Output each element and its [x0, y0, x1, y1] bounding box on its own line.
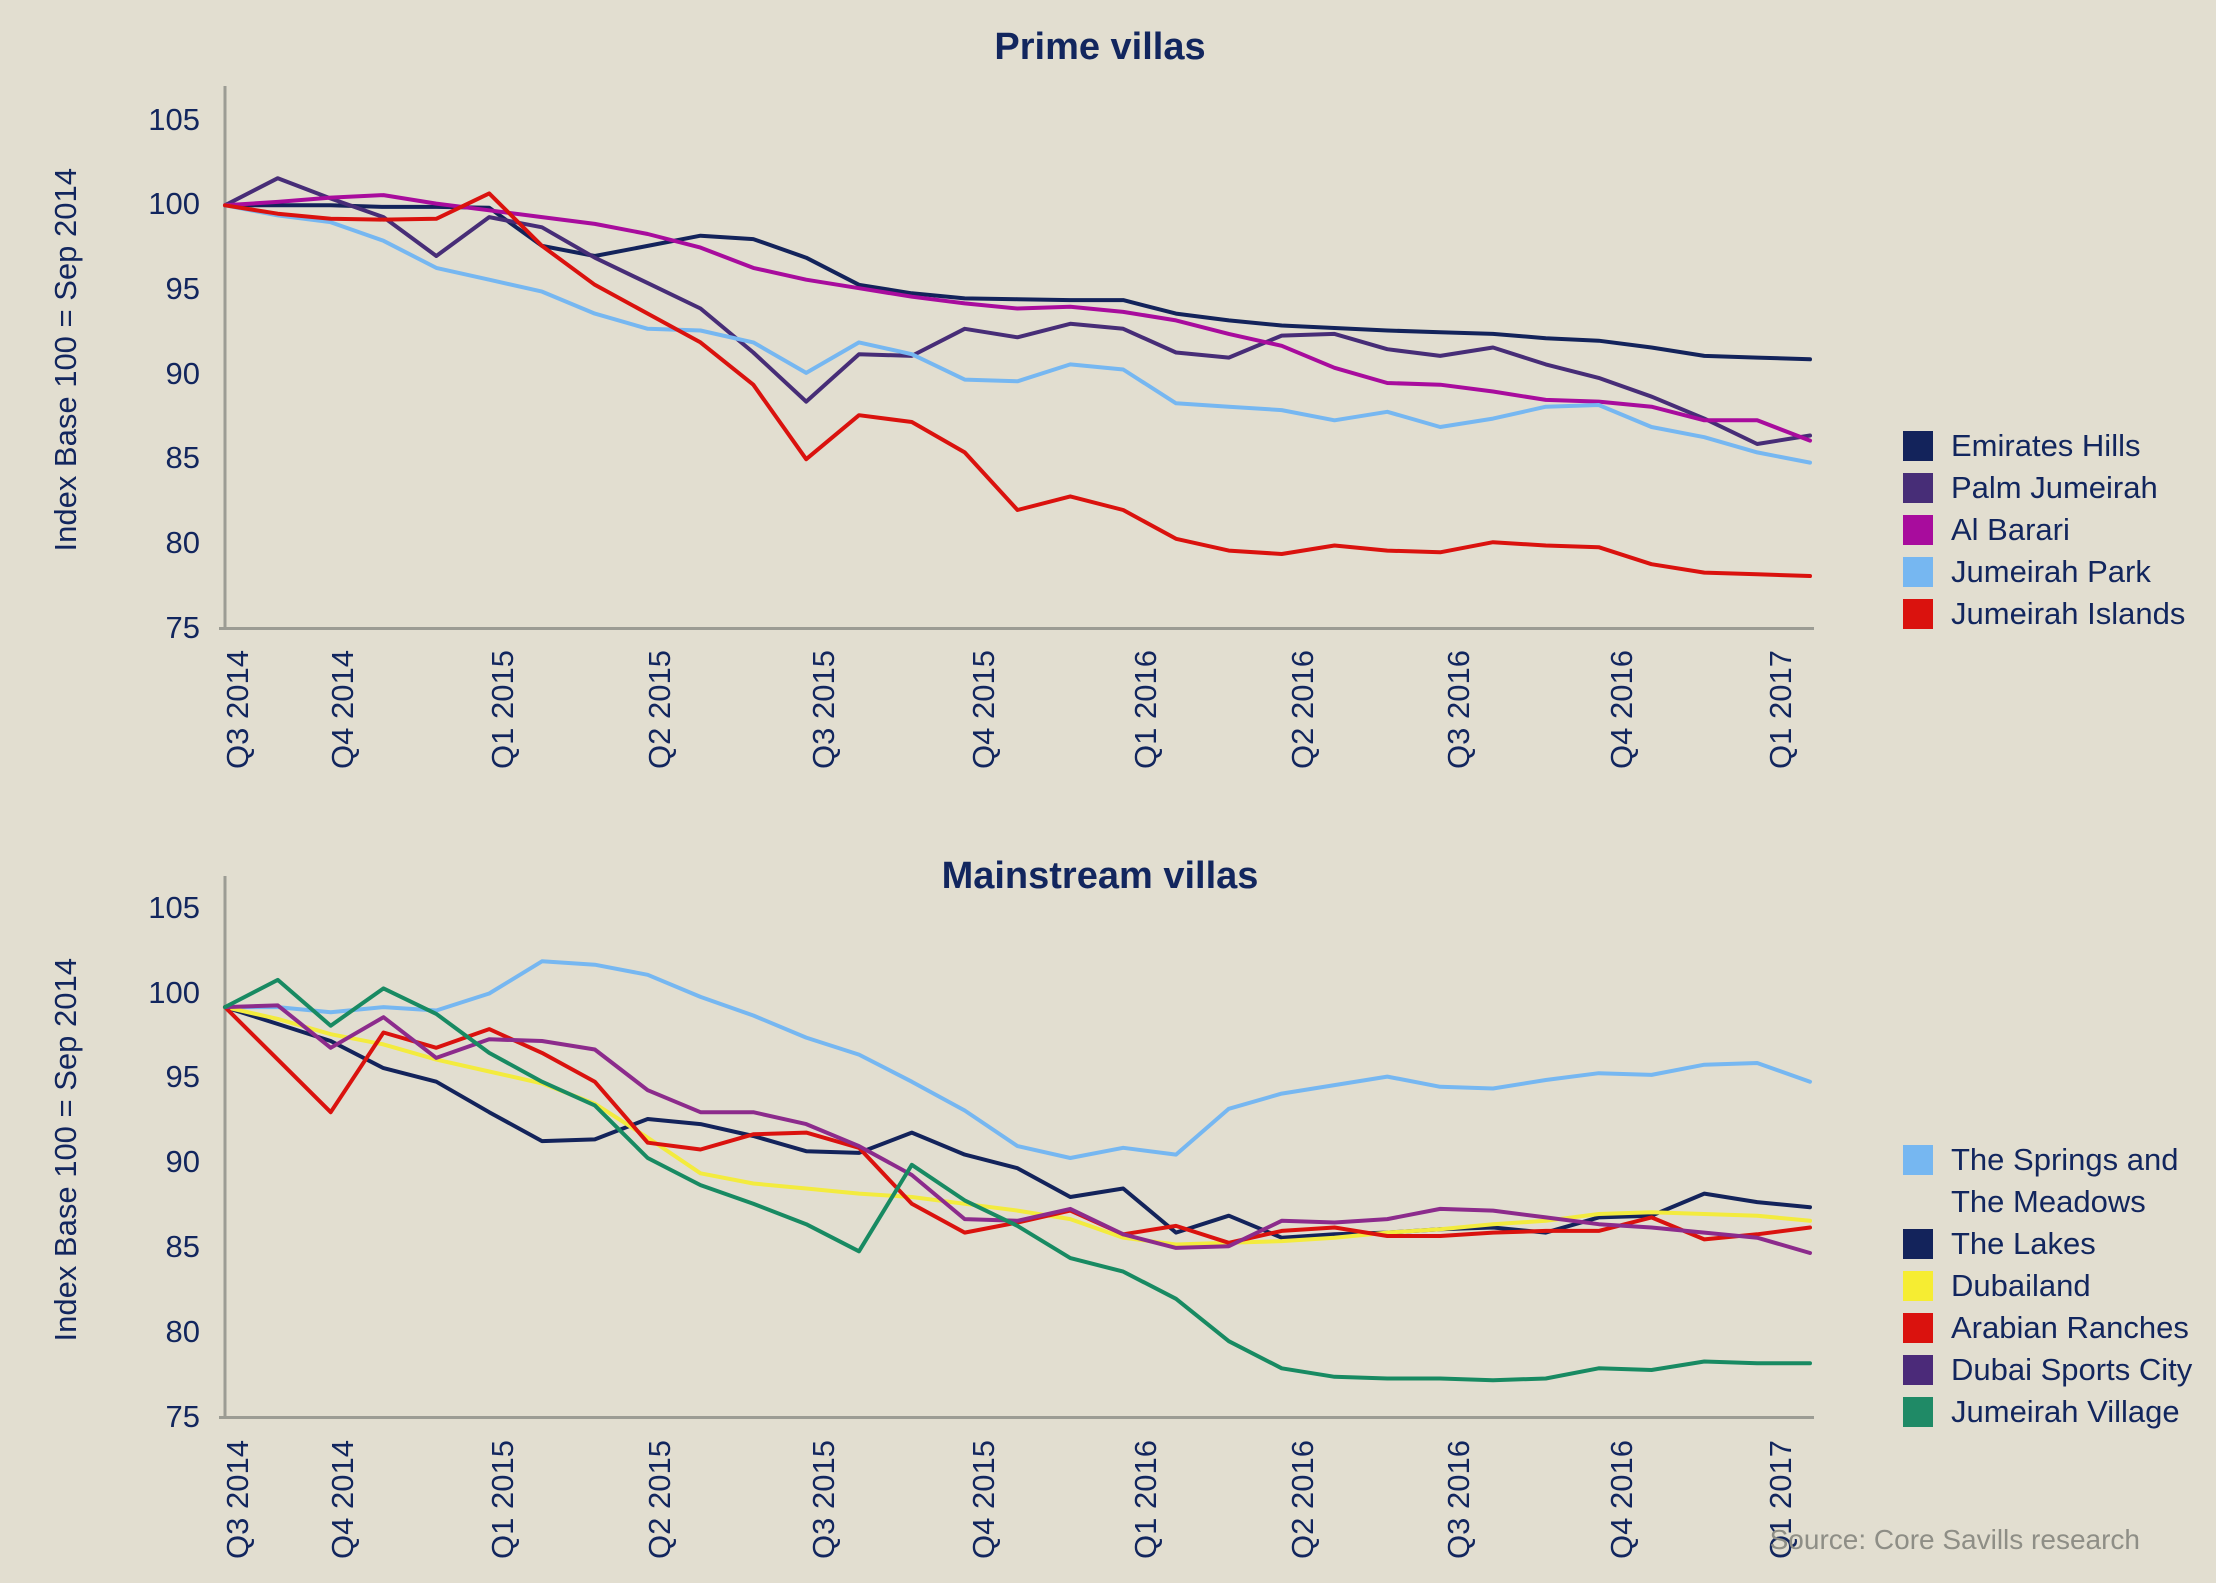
x-tick-label: Q4 2015: [966, 1440, 1001, 1559]
legend-label: The Springs and: [1951, 1142, 2179, 1177]
mainstream-villas-title: Mainstream villas: [941, 855, 1259, 897]
x-tick-label: Q2 2015: [642, 650, 677, 769]
y-tick-label: 80: [165, 1313, 200, 1349]
legend-label: Dubailand: [1951, 1268, 2091, 1303]
y-tick-label: 85: [165, 1228, 200, 1264]
x-tick-label: Q3 2014: [220, 650, 255, 769]
source-note: Source: Core Savills research: [1769, 1524, 2140, 1555]
legend-label: Dubai Sports City: [1951, 1352, 2193, 1387]
series-line-jumeirah-park: [223, 203, 1812, 465]
legend-swatch: [1903, 1355, 1933, 1385]
x-tick-label: Q1 2015: [485, 1440, 520, 1559]
y-tick-label: 95: [165, 1059, 200, 1095]
legend-item-dubai-sports-city: Dubai Sports City: [1903, 1350, 2192, 1392]
legend-item-jumeirah-islands: Jumeirah Islands: [1903, 594, 2185, 636]
legend-swatch: [1903, 431, 1933, 461]
legend-swatch: [1903, 515, 1933, 545]
prime-legend: Emirates Hills Palm Jumeirah Al Barari Jume…: [1903, 426, 2185, 636]
series-line-dubailand: [223, 1005, 1812, 1247]
prime-y-axis-label: Index Base 100 = Sep 2014: [48, 168, 83, 552]
y-tick-label: 75: [165, 1398, 200, 1434]
legend-label: Palm Jumeirah: [1951, 470, 2158, 505]
legend-item-emirates-hills: Emirates Hills: [1903, 426, 2185, 468]
mainstream-legend: The Springs and The Meadows The Lakes Dubai…: [1903, 1140, 2192, 1434]
x-tick-label: Q2 2016: [1285, 650, 1320, 769]
x-tick-label: Q4 2015: [966, 650, 1001, 769]
legend-item-the-lakes: The Lakes: [1903, 1224, 2192, 1266]
y-tick-label: 80: [165, 524, 200, 560]
x-tick-label: Q2 2015: [642, 1440, 677, 1559]
x-tick-label: Q1 2015: [485, 650, 520, 769]
y-tick-label: 85: [165, 440, 200, 476]
series-line-jumeirah-village: [223, 977, 1812, 1383]
legend-label: The Meadows: [1951, 1184, 2146, 1219]
y-tick-label: 95: [165, 270, 200, 306]
y-tick-label: 75: [165, 609, 200, 645]
series-line-the-lakes: [223, 1005, 1812, 1240]
x-tick-label: Q3 2016: [1441, 650, 1476, 769]
series-line-jumeirah-islands: [223, 191, 1812, 578]
legend-label: Jumeirah Village: [1951, 1394, 2180, 1429]
legend-label: Arabian Ranches: [1951, 1310, 2189, 1345]
legend-item-jumeirah-village: Jumeirah Village: [1903, 1392, 2192, 1434]
y-tick-label: 100: [148, 186, 200, 222]
legend-item-dubailand: Dubailand: [1903, 1266, 2192, 1308]
x-tick-label: Q4 2014: [325, 1440, 360, 1559]
x-tick-label: Q3 2016: [1441, 1440, 1476, 1559]
series-line-the-springs-and-the-meadows: [223, 959, 1812, 1160]
legend-label: The Lakes: [1951, 1226, 2096, 1261]
x-tick-label: Q2 2016: [1285, 1440, 1320, 1559]
legend-swatch: [1903, 1397, 1933, 1427]
x-tick-label: Q1 2016: [1128, 650, 1163, 769]
legend-item-al-barari: Al Barari: [1903, 510, 2185, 552]
x-tick-label: Q3 2014: [220, 1440, 255, 1559]
legend-item-palm-jumeirah: Palm Jumeirah: [1903, 468, 2185, 510]
legend-swatch: [1903, 557, 1933, 587]
legend-swatch: [1903, 1145, 1933, 1175]
legend-item-arabian-ranches: Arabian Ranches: [1903, 1308, 2192, 1350]
prime-villas-title: Prime villas: [994, 26, 1206, 68]
legend-swatch: [1903, 599, 1933, 629]
legend-swatch: [1903, 1313, 1933, 1343]
legend-swatch: [1903, 1271, 1933, 1301]
y-tick-label: 90: [165, 1144, 200, 1180]
legend-label: Emirates Hills: [1951, 428, 2141, 463]
x-tick-label: Q1 2016: [1128, 1440, 1163, 1559]
x-tick-label: Q4 2014: [325, 650, 360, 769]
y-tick-label: 100: [148, 974, 200, 1010]
y-tick-label: 105: [148, 889, 200, 925]
x-tick-label: Q3 2015: [806, 650, 841, 769]
series-line-al-barari: [223, 193, 1812, 443]
x-tick-label: Q4 2016: [1604, 650, 1639, 769]
legend-item-the-springs-and-the-meadows: The Springs and: [1903, 1140, 2192, 1182]
y-tick-label: 105: [148, 101, 200, 137]
legend-swatch: [1903, 473, 1933, 503]
x-tick-label: Q1 2017: [1763, 650, 1798, 769]
series-line-arabian-ranches: [223, 1005, 1812, 1245]
mainstream-y-axis-label: Index Base 100 = Sep 2014: [48, 958, 83, 1342]
y-tick-label: 90: [165, 355, 200, 391]
legend-item-jumeirah-park: Jumeirah Park: [1903, 552, 2185, 594]
series-line-palm-jumeirah: [223, 176, 1812, 446]
legend-label: Al Barari: [1951, 512, 2070, 547]
x-tick-label: Q3 2015: [806, 1440, 841, 1559]
legend-label: Jumeirah Park: [1951, 554, 2151, 589]
series-line-dubai-sports-city: [223, 1003, 1812, 1255]
series-line-emirates-hills: [223, 203, 1812, 362]
legend-swatch: [1903, 1229, 1933, 1259]
legend-label: Jumeirah Islands: [1951, 596, 2186, 631]
